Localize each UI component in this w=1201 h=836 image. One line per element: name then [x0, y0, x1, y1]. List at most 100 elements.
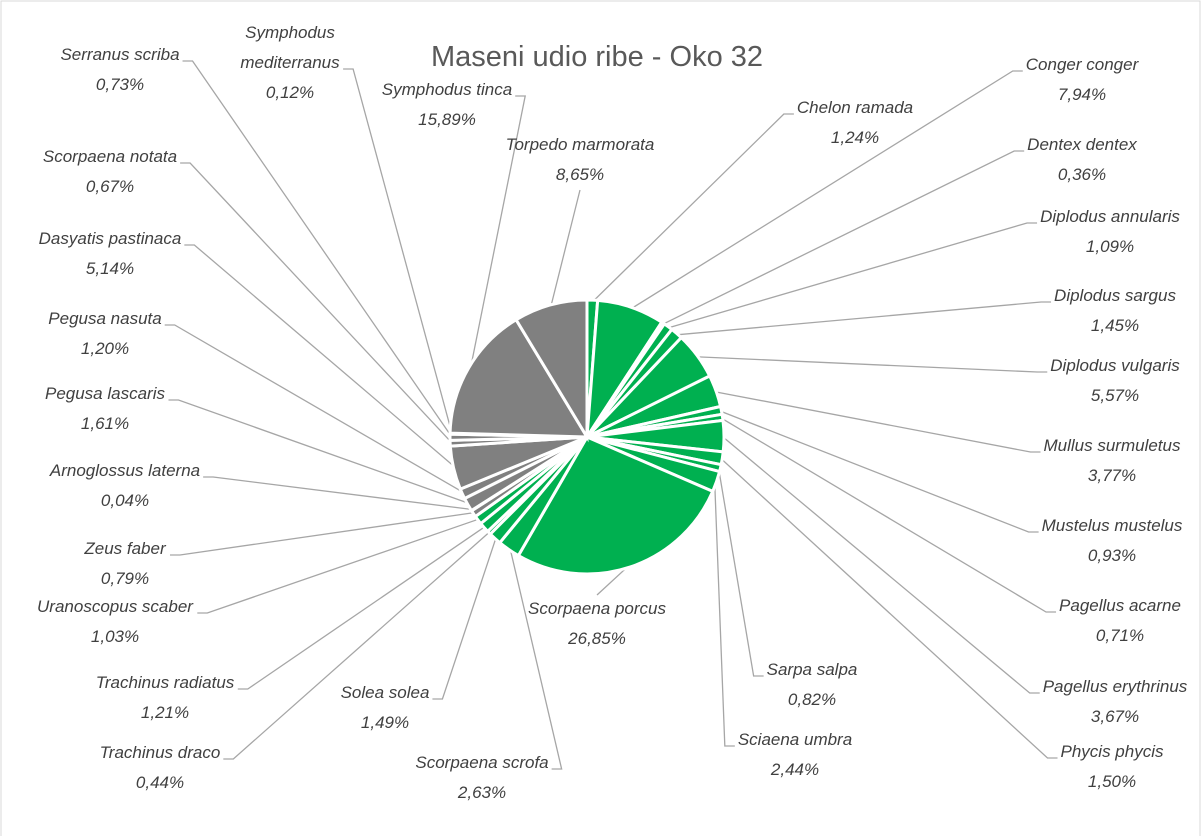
- value-label: 5,14%: [86, 259, 134, 278]
- value-label: 1,21%: [141, 703, 189, 722]
- slice-label: Diplodus vulgaris: [1050, 356, 1180, 375]
- slice-label: Conger conger: [1026, 55, 1140, 74]
- leader-line: [223, 530, 491, 760]
- value-label: 0,73%: [96, 75, 144, 94]
- leader-line: [550, 189, 581, 308]
- data-label: Torpedo marmorata 8,65%: [506, 135, 655, 184]
- leader-line: [203, 476, 474, 511]
- leader-line: [666, 222, 1038, 329]
- leader-line: [591, 113, 794, 303]
- value-label: 0,67%: [86, 177, 134, 196]
- slice-label: Serranus scriba: [60, 45, 179, 64]
- slice-label: Mullus surmuletus: [1044, 436, 1181, 455]
- slice-label: Scorpaena porcus: [528, 599, 666, 618]
- pie-slice: [516, 435, 715, 576]
- slice-label: Dasyatis pastinaca: [39, 229, 182, 248]
- data-label: Arnoglossus laterna 0,04%: [49, 461, 200, 510]
- leader-line: [630, 70, 1023, 310]
- leader-line: [714, 480, 735, 747]
- value-label: 3,77%: [1088, 466, 1136, 485]
- data-label: Sarpa salpa 0,82%: [767, 660, 858, 709]
- value-label: 3,67%: [1091, 707, 1139, 726]
- data-label: Mustelus mustelus 0,93%: [1042, 516, 1183, 565]
- value-label: 1,03%: [91, 627, 139, 646]
- data-label: Scorpaena notata 0,67%: [43, 147, 177, 196]
- leader-line: [237, 525, 487, 690]
- slice-label: Pagellus erythrinus: [1043, 677, 1188, 696]
- data-label: Trachinus radiatus 1,21%: [96, 673, 235, 722]
- leader-line: [695, 356, 1048, 373]
- slice-label: Diplodus sargus: [1054, 286, 1176, 305]
- slice-label: Scorpaena notata: [43, 147, 177, 166]
- leader-line: [509, 547, 563, 770]
- slice-label: Torpedo marmorata: [506, 135, 655, 154]
- data-label: Sciaena umbra 2,44%: [738, 730, 852, 779]
- leader-line: [717, 467, 764, 677]
- leader-line: [675, 301, 1052, 336]
- value-label: 2,44%: [770, 760, 819, 779]
- value-label: 0,12%: [266, 83, 314, 102]
- slice-label: Pagellus acarne: [1059, 596, 1181, 615]
- data-label: Dentex dentex 0,36%: [1027, 135, 1137, 184]
- value-label: 15,89%: [418, 110, 476, 129]
- pie-slice: [448, 317, 590, 439]
- slice-label: Pegusa lascaris: [45, 384, 166, 403]
- slice-label: Trachinus radiatus: [96, 673, 235, 692]
- data-label: Serranus scriba 0,73%: [60, 45, 179, 94]
- value-label: 1,45%: [1091, 316, 1139, 335]
- value-label: 1,50%: [1088, 772, 1136, 791]
- value-label: 1,09%: [1086, 237, 1134, 256]
- value-label: 26,85%: [567, 629, 626, 648]
- slice-label: Phycis phycis: [1061, 742, 1164, 761]
- data-label: Uranoscopus scaber 1,03%: [37, 597, 194, 646]
- leader-line: [714, 390, 1041, 453]
- slice-label: Solea solea: [341, 683, 430, 702]
- data-label: Phycis phycis 1,50%: [1061, 742, 1164, 791]
- slice-label: Dentex dentex: [1027, 135, 1137, 154]
- leader-line: [343, 68, 453, 434]
- data-label: Dasyatis pastinaca 5,14%: [39, 229, 182, 278]
- leader-lines: [164, 60, 1058, 770]
- slice-label: Scorpaena scrofa: [415, 753, 548, 772]
- data-label: Zeus faber 0,79%: [83, 539, 167, 588]
- value-label: 0,04%: [101, 491, 149, 510]
- slice-label: Uranoscopus scaber: [37, 597, 194, 616]
- slice-label: Sarpa salpa: [767, 660, 858, 679]
- value-label: 5,57%: [1091, 386, 1139, 405]
- data-label: Pegusa lascaris 1,61%: [45, 384, 166, 433]
- value-label: 7,94%: [1058, 85, 1106, 104]
- slice-label: Zeus faber: [83, 539, 167, 558]
- value-label: 0,44%: [136, 773, 184, 792]
- leader-line: [164, 324, 465, 494]
- slice-label: Mustelus mustelus: [1042, 516, 1183, 535]
- data-label: Symphodus mediterranus 0,12%: [240, 23, 340, 102]
- leader-line: [432, 536, 497, 700]
- leader-line: [184, 244, 456, 469]
- value-label: 0,79%: [101, 569, 149, 588]
- pie-slice: [514, 298, 589, 443]
- data-label: Trachinus draco 0,44%: [100, 743, 221, 792]
- slice-label: Trachinus draco: [100, 743, 221, 762]
- data-label: Pegusa nasuta 1,20%: [48, 309, 161, 358]
- slice-label: Chelon ramada: [797, 98, 913, 117]
- value-label: 1,24%: [831, 128, 879, 147]
- data-label: Diplodus annularis 1,09%: [1040, 207, 1180, 256]
- data-label: Chelon ramada 1,24%: [797, 98, 913, 147]
- data-label: Pagellus erythrinus 3,67%: [1043, 677, 1188, 726]
- value-label: 0,82%: [788, 690, 836, 709]
- slice-label: Symphodus mediterranus: [240, 23, 340, 72]
- leader-line: [721, 435, 1040, 694]
- value-label: 2,63%: [457, 783, 506, 802]
- leader-line: [182, 60, 453, 438]
- leader-line: [169, 511, 476, 556]
- data-label: Mullus surmuletus 3,77%: [1044, 436, 1181, 485]
- data-label: Solea solea 1,49%: [341, 683, 430, 732]
- slice-label: Symphodus tinca: [382, 80, 512, 99]
- leader-line: [719, 457, 1058, 759]
- value-label: 0,93%: [1088, 546, 1136, 565]
- data-label: Diplodus vulgaris 5,57%: [1050, 356, 1180, 405]
- leader-line: [180, 162, 453, 444]
- value-label: 0,36%: [1058, 165, 1106, 184]
- slice-label: Arnoglossus laterna: [49, 461, 200, 480]
